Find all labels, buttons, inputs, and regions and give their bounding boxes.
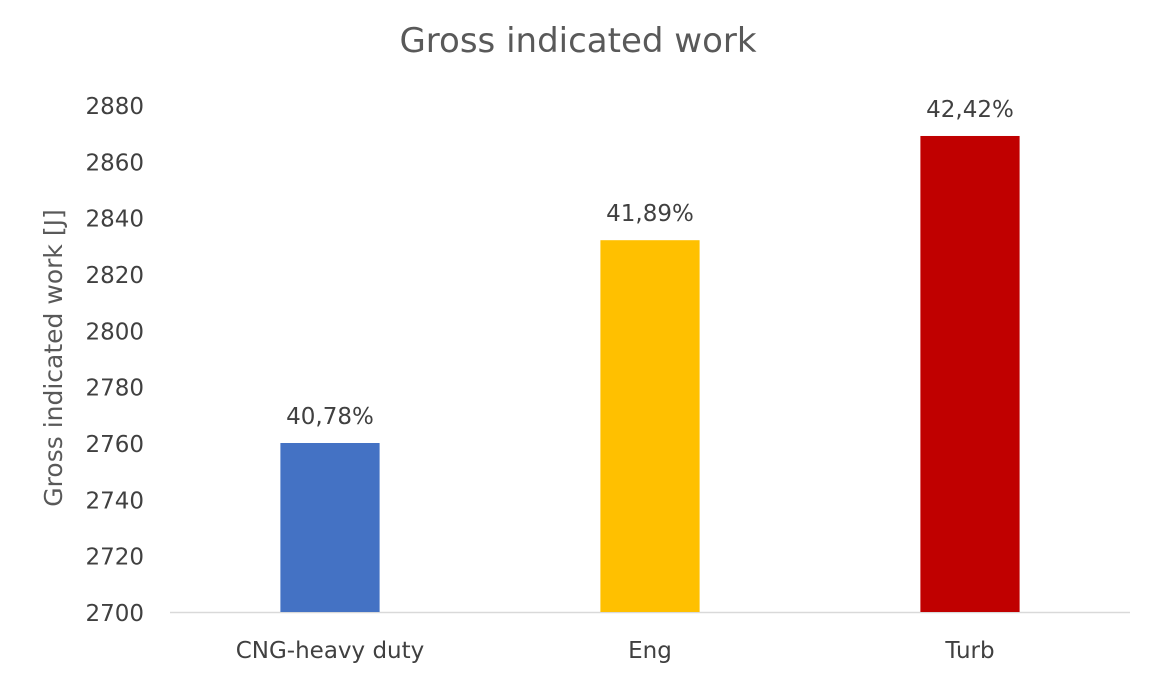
y-axis-ticks: 2700 2720 2740 2760 2780 2800 2820 2840 2860 2880: [85, 94, 144, 627]
x-tick-label: Eng: [628, 638, 672, 664]
y-tick-label: 2700: [85, 601, 144, 627]
data-label: 41,89%: [606, 201, 694, 227]
y-tick-label: 2720: [85, 545, 144, 571]
y-tick-label: 2760: [85, 432, 144, 458]
bar-1: [280, 443, 380, 612]
data-label: 42,42%: [926, 97, 1014, 123]
y-tick-label: 2860: [85, 150, 144, 176]
y-tick-label: 2840: [85, 207, 144, 233]
bar-2: [600, 240, 700, 612]
y-axis-label: Gross indicated work [J]: [39, 209, 68, 506]
y-tick-label: 2780: [85, 376, 144, 402]
y-tick-label: 2740: [85, 488, 144, 514]
y-tick-label: 2800: [85, 319, 144, 345]
x-tick-label: Turb: [944, 638, 994, 664]
data-label: 40,78%: [286, 404, 374, 430]
y-tick-label: 2820: [85, 263, 144, 289]
data-labels-group: 40,78% 41,89% 42,42%: [286, 97, 1014, 430]
x-tick-label: CNG-heavy duty: [236, 638, 425, 664]
x-axis-ticks: CNG-heavy duty Eng Turb: [236, 638, 995, 664]
bar-3: [920, 135, 1020, 612]
y-tick-label: 2880: [85, 94, 144, 120]
chart-title: Gross indicated work: [399, 21, 756, 61]
bars-group: [280, 135, 1020, 612]
